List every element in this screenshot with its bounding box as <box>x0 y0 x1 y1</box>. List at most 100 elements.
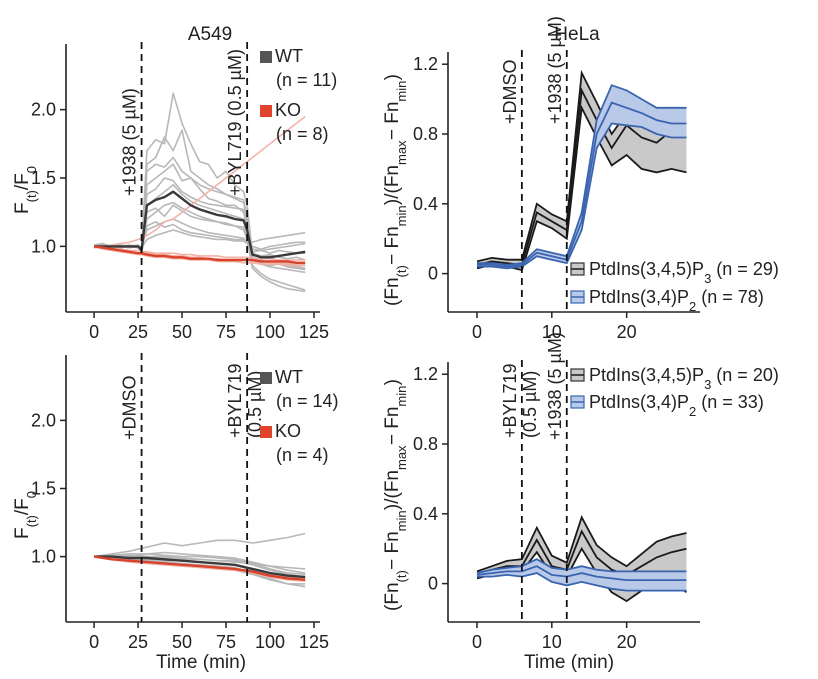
legend-swatch-ko <box>260 426 272 438</box>
legend-text: PtdIns(3,4)P <box>589 287 689 307</box>
y-tick-label: 0.4 <box>413 504 438 524</box>
vline-annotations: +DMSO +BYL719 (0.5 µM) <box>120 363 266 440</box>
x-tick-label: 75 <box>216 322 236 342</box>
series-trace-line <box>94 553 306 576</box>
legend-label-pip3: PtdIns(3,4,5)P3 (n = 29) <box>589 259 779 286</box>
y-axis-title: (Fn(t) − Fnmin )/(Fnmax − Fnmin ) <box>382 74 409 306</box>
x-tick-label: 75 <box>216 632 236 652</box>
legend-n-wt: (n = 14) <box>276 391 339 411</box>
legend-n: (n = 33) <box>701 392 764 412</box>
legend-n-ko: (n = 4) <box>276 445 329 465</box>
axis-ticks: 0 25 50 75 100 125 1.0 1.5 2.0 <box>31 100 329 342</box>
series-lower-line <box>477 572 687 592</box>
series-upper-line <box>476 515 687 573</box>
panel-title: A549 <box>188 24 232 45</box>
legend: WT (n = 11) KO (n = 8) <box>260 46 337 144</box>
legend-label-pi34p2: PtdIns(3,4)P2 (n = 33) <box>589 392 764 419</box>
y-tick-label: 0.8 <box>413 124 438 144</box>
legend-label-ko: KO <box>275 421 301 441</box>
series-mean-line <box>94 555 306 579</box>
legend: WT (n = 14) KO (n = 4) <box>260 367 339 465</box>
legend-subscript: 3 <box>704 271 711 286</box>
vline-annotations: +DMSO +1938 (5 µM) <box>500 16 565 124</box>
legend-n-ko: (n = 8) <box>276 124 329 144</box>
series-lower-line <box>477 122 687 270</box>
x-tick-label: 0 <box>89 632 99 652</box>
legend-n-wt: (n = 11) <box>276 70 337 90</box>
series-upper-line <box>476 558 687 574</box>
y-axis-title: (Fn(t) − Fnmin )/(Fnmax − Fnmin ) <box>382 379 409 611</box>
legend-subscript: 2 <box>689 404 696 419</box>
plot-area <box>476 50 687 312</box>
series-trace-line <box>93 245 306 267</box>
legend-n: (n = 78) <box>701 287 764 307</box>
y-tick-label: 0 <box>428 574 438 594</box>
x-tick-label: 0 <box>472 632 482 652</box>
vline-annotations: +BYL719 (0.5 µM) +1938 (5 µM) <box>500 332 565 440</box>
x-tick-label: 10 <box>542 322 562 342</box>
legend: PtdIns(3,4,5)P3 (n = 29) PtdIns(3,4)P2 (n … <box>570 259 779 314</box>
legend-text: PtdIns(3,4)P <box>589 392 689 412</box>
series-mean-line <box>93 555 306 581</box>
series-trace-line <box>94 554 306 578</box>
y-tick-label: 0.8 <box>413 434 438 454</box>
panel-hela-bottom: 0 10 20 0 0.4 0.8 1.2 +BYL719 (0.5 µM) +1938 (5 … <box>382 332 779 673</box>
legend-swatch-ko <box>260 105 272 117</box>
vline-label: +1938 (5 µM) <box>120 88 140 196</box>
legend: PtdIns(3,4,5)P3 (n = 20) PtdIns(3,4)P2 (n … <box>570 365 779 419</box>
x-tick-label: 125 <box>299 632 329 652</box>
vline-label: +DMSO <box>500 59 520 124</box>
y-tick-label: 1.5 <box>31 479 56 499</box>
panel-title: HeLa <box>554 24 600 45</box>
vline-label: +DMSO <box>120 375 140 440</box>
axis-ticks: 0 10 20 0 0.4 0.8 1.2 <box>413 364 637 652</box>
x-tick-label: 100 <box>255 632 285 652</box>
plot-area <box>93 353 306 622</box>
x-tick-label: 10 <box>542 632 562 652</box>
series-trace-line <box>94 555 306 588</box>
vline-label: +BYL719 <box>225 363 245 438</box>
series-trace-line <box>94 115 306 248</box>
axis-ticks: 0 10 20 0 0.4 0.8 1.2 <box>413 54 637 342</box>
y-tick-label: 0.4 <box>413 194 438 214</box>
y-axis-title: F(t)/F0 <box>12 166 39 214</box>
vline-label-2: (0.5 µM) <box>520 371 540 438</box>
x-tick-label: 50 <box>172 322 192 342</box>
y-axis-title: F(t)/F0 <box>12 491 39 539</box>
x-tick-label: 100 <box>255 322 285 342</box>
series-trace-line <box>93 245 306 261</box>
panel-a549-bottom: 0 25 50 75 100 125 1.0 1.5 2.0 +DMSO +BYL719 (0.5 … <box>12 353 339 673</box>
series-mean-line <box>476 565 687 581</box>
x-axis-title: Time (min) <box>156 652 246 673</box>
x-tick-label: 25 <box>128 322 148 342</box>
x-tick-label: 20 <box>617 632 637 652</box>
panel-a549-top: A549 0 25 50 75 100 125 1.0 1.5 2.0 +1938 (5 µM)… <box>12 24 337 342</box>
y-tick-label: 1.5 <box>31 168 56 188</box>
vline-annotations: +1938 (5 µM) +BYL719 (0.5 µM) <box>120 49 246 196</box>
series-upper-line <box>477 84 687 266</box>
series-trace-line <box>93 555 306 582</box>
vline-label: +1938 (5 µM) <box>545 332 565 440</box>
y-tick-label: 0 <box>428 264 438 284</box>
x-tick-label: 0 <box>89 322 99 342</box>
panel-hela-top: HeLa 0 10 20 0 0.4 0.8 1.2 +DMSO +1938 (5 µM) P… <box>382 16 779 342</box>
plot-area <box>476 360 688 622</box>
y-tick-label: 1.2 <box>413 364 438 384</box>
x-tick-label: 0 <box>472 322 482 342</box>
legend-text: PtdIns(3,4,5)P <box>589 365 704 385</box>
x-tick-label: 50 <box>172 632 192 652</box>
vline-label: +BYL719 <box>500 363 520 438</box>
legend-label-pi34p2: PtdIns(3,4)P2 (n = 78) <box>589 287 764 314</box>
legend-subscript: 2 <box>689 299 696 314</box>
legend-label-pip3: PtdIns(3,4,5)P3 (n = 20) <box>589 365 779 392</box>
series-trace-line <box>93 532 306 558</box>
legend-label-ko: KO <box>275 100 301 120</box>
series-mean-line <box>477 101 687 268</box>
x-tick-label: 25 <box>128 632 148 652</box>
series-band <box>477 559 687 591</box>
legend-swatch-wt <box>260 51 272 63</box>
legend-text: PtdIns(3,4,5)P <box>589 259 704 279</box>
legend-n: (n = 29) <box>716 259 779 279</box>
vline-label: +BYL719 (0.5 µM) <box>225 49 245 196</box>
